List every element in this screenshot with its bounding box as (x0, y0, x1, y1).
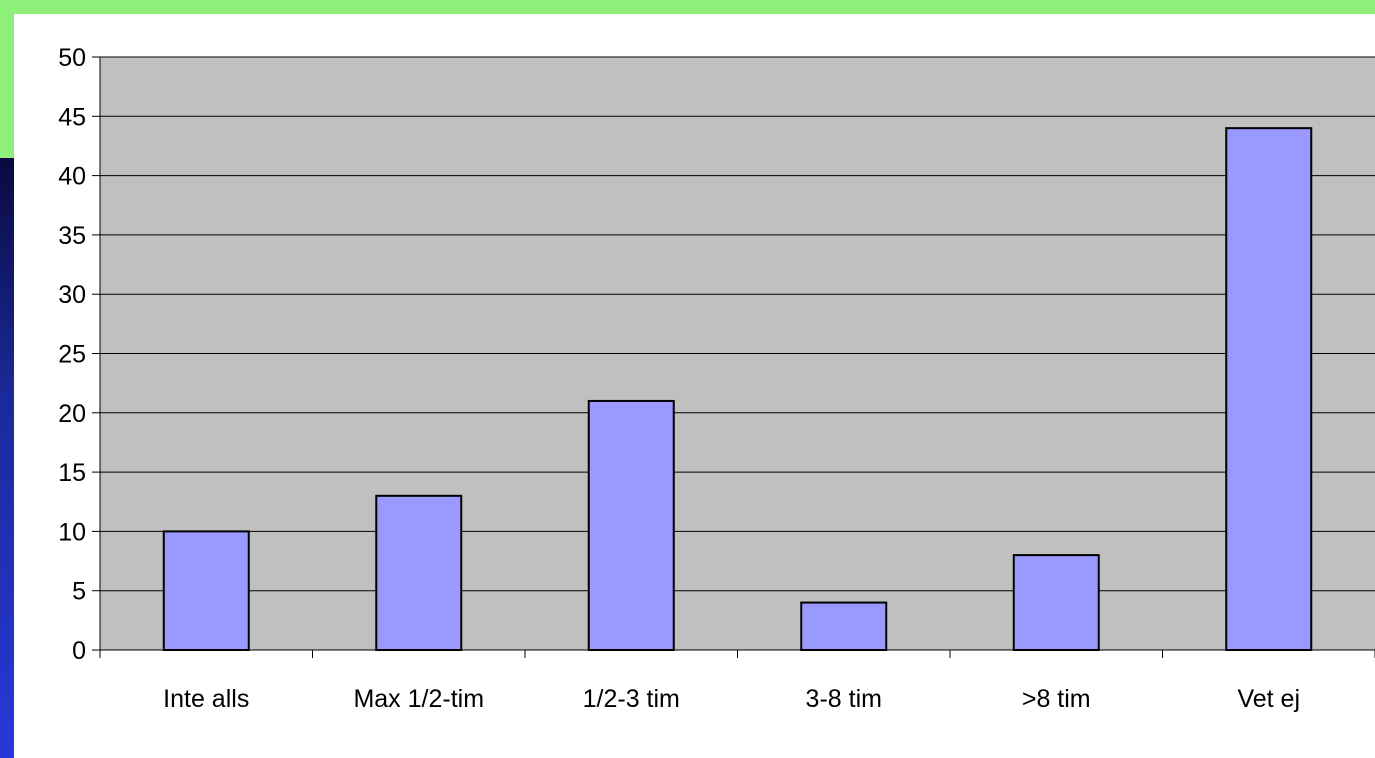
bar (375, 494, 463, 651)
grid-lines (100, 56, 1375, 592)
y-tick-label: 35 (58, 222, 86, 250)
y-tick-label: 0 (72, 637, 86, 665)
y-tick-label: 30 (58, 281, 86, 309)
x-axis-ticks: Inte alls Max 1/2-tim 1/2-3 tim 3-8 tim >8 t… (99, 650, 1375, 713)
y-tick-label: 15 (58, 459, 86, 487)
slide-edge-decoration (0, 158, 14, 758)
x-tick-label: 1/2-3 tim (583, 685, 680, 713)
chart-panel: 0 5 10 15 20 25 30 35 40 45 50 Inte alls Max 1/2-ti… (14, 14, 1375, 758)
bar-chart: 0 5 10 15 20 25 30 35 40 45 50 Inte alls Max 1/2-ti… (58, 44, 1375, 713)
y-tick-label: 5 (72, 578, 86, 606)
x-tick-label: Vet ej (1237, 685, 1300, 713)
y-tick-label: 40 (58, 163, 86, 191)
bar (162, 530, 250, 652)
y-tick-label: 10 (58, 518, 86, 546)
x-tick-label: >8 tim (1022, 685, 1091, 713)
y-tick-label: 20 (58, 400, 86, 428)
y-tick-label: 25 (58, 341, 86, 369)
bar (1012, 554, 1100, 651)
bar (1225, 127, 1313, 652)
bar (587, 399, 675, 651)
y-tick-label: 45 (58, 103, 86, 131)
bar (800, 601, 888, 651)
x-tick-label: 3-8 tim (806, 685, 882, 713)
y-tick-label: 50 (58, 44, 86, 72)
y-axis-ticks: 0 5 10 15 20 25 30 35 40 45 50 (58, 44, 100, 665)
x-tick-label: Inte alls (163, 685, 249, 713)
x-tick-label: Max 1/2-tim (353, 685, 484, 713)
